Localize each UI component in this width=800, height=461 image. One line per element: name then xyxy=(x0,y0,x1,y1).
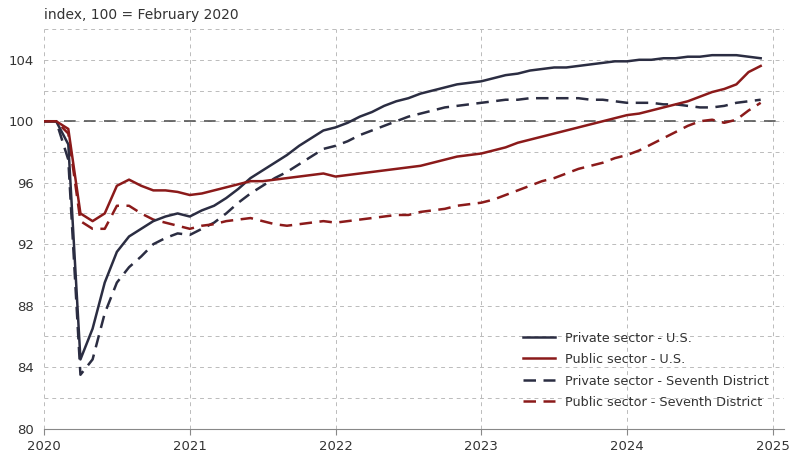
Legend: Private sector - U.S., Public sector - U.S., Private sector - Seventh District, : Private sector - U.S., Public sector - U… xyxy=(518,327,774,414)
Text: index, 100 = February 2020: index, 100 = February 2020 xyxy=(44,8,238,22)
